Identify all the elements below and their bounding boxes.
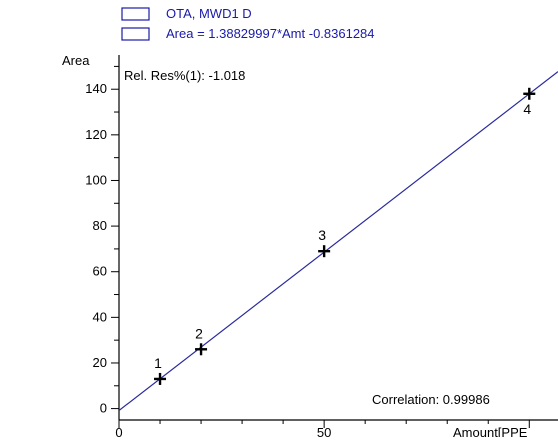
y-tick-label: 20 — [93, 355, 107, 370]
y-axis-label: Area — [62, 53, 90, 68]
point-label: 1 — [154, 355, 162, 371]
point-label: 4 — [523, 101, 531, 117]
data-point: 3 — [318, 227, 331, 258]
legend: OTA, MWD1 D Area = 1.38829997*Amt -0.8361… — [121, 6, 375, 41]
y-tick-label: 140 — [85, 81, 107, 96]
y-tick-label: 0 — [100, 401, 107, 416]
axes: 0 20 40 60 80 100 120 140 Area 0 50 Amount[PPE — [62, 53, 558, 440]
y-tick-label: 60 — [93, 264, 107, 279]
y-tick-label: 40 — [93, 309, 107, 324]
point-label: 2 — [195, 325, 203, 341]
legend-swatch — [121, 7, 150, 21]
y-tick-label: 100 — [85, 172, 107, 187]
legend-swatch — [121, 27, 150, 41]
fit-line-group — [119, 71, 558, 411]
legend-entry: Area = 1.38829997*Amt -0.8361284 — [166, 26, 375, 41]
y-tick-label: 80 — [93, 218, 107, 233]
rel-res-text: Rel. Res%(1): -1.018 — [124, 68, 245, 83]
y-tick-label: 120 — [85, 127, 107, 142]
legend-entry: OTA, MWD1 D — [166, 6, 252, 21]
fit-line — [119, 71, 558, 411]
x-tick-label: 0 — [115, 425, 122, 437]
x-axis-label: Amount[PPE — [453, 425, 528, 437]
data-point: 2 — [195, 325, 208, 356]
annotations: Rel. Res%(1): -1.018 Correlation: 0.99986 — [124, 68, 490, 407]
data-point: 4 — [523, 87, 536, 117]
point-label: 3 — [318, 227, 326, 243]
x-tick-label: 50 — [317, 425, 331, 437]
data-point: 1 — [154, 355, 167, 385]
correlation-text: Correlation: 0.99986 — [372, 392, 490, 407]
data-points: 1 2 3 4 — [154, 87, 536, 385]
